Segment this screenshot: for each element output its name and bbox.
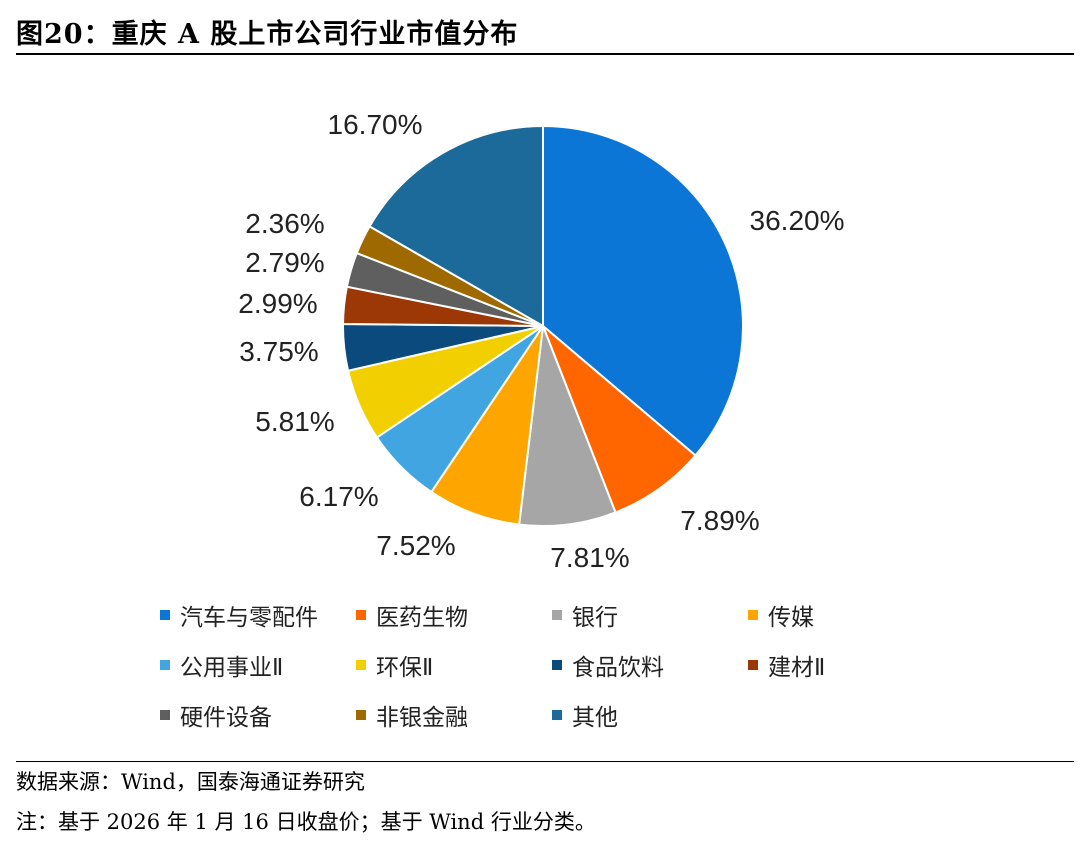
legend-swatch [748,610,758,620]
legend-swatch [748,660,758,670]
figure-title: 图20：重庆 A 股上市公司行业市值分布 [16,19,519,50]
legend-swatch [552,610,562,620]
legend-swatch [356,710,366,720]
pie-slice [368,124,544,328]
legend-item: 其他 [552,700,748,731]
slice-data-label: 7.89% [680,505,759,536]
legend-swatch [160,660,170,670]
pie-chart: 36.20% 7.89% 7.81% 7.52% 6.17% 5.81% 3.75% 2.99… [238,109,844,573]
legend-label: 医药生物 [376,605,468,631]
legend-item: 食品饮料 [552,650,748,681]
slice-data-label: 5.81% [255,406,334,437]
slice-data-label: 16.70% [328,109,423,140]
legend-swatch [356,610,366,620]
slice-data-label: 7.52% [376,530,455,561]
slice-data-label: 2.36% [245,208,324,239]
slice-data-label: 6.17% [299,481,378,512]
legend-swatch [160,610,170,620]
legend-swatch [356,660,366,670]
legend-swatch [160,710,170,720]
legend-label: 其他 [572,705,618,731]
source-note: 数据来源：Wind，国泰海通证券研究 [16,770,365,794]
legend-item: 建材Ⅱ [748,650,944,681]
slice-data-label: 3.75% [239,336,318,367]
legend-label: 传媒 [768,605,814,631]
legend-label: 食品饮料 [572,655,664,681]
legend-item: 传媒 [748,600,944,631]
legend-label: 非银金融 [376,705,468,731]
slice-data-label: 7.81% [550,542,629,573]
legend-label: 环保Ⅱ [376,655,434,681]
legend-label: 公用事业Ⅱ [180,655,284,681]
legend: 汽车与零配件 医药生物 银行 传媒公用事业Ⅱ 环保Ⅱ 食品饮料 建材Ⅱ 硬件设备 非银金融 其他 [160,600,944,731]
footer-rule [16,761,1074,762]
legend-item: 非银金融 [356,700,552,731]
legend-label: 硬件设备 [180,705,272,731]
title-rule [16,53,1074,55]
pie-slice [542,325,697,514]
footnote: 注：基于 2026 年 1 月 16 日收盘价；基于 Wind 行业分类。 [16,810,596,834]
legend-label: 汽车与零配件 [180,605,318,631]
slice-data-label: 2.79% [245,247,324,278]
legend-item: 汽车与零配件 [160,600,356,631]
pie-slice [518,325,617,527]
pie-labels: 36.20% 7.89% 7.81% 7.52% 6.17% 5.81% 3.75% 2.99… [238,109,844,573]
legend-item: 银行 [552,600,748,631]
legend-label: 建材Ⅱ [768,655,826,681]
legend-label: 银行 [572,605,618,631]
legend-item: 环保Ⅱ [356,650,552,681]
legend-swatch [552,660,562,670]
legend-swatch [552,710,562,720]
slice-data-label: 36.20% [750,205,845,236]
slice-data-label: 2.99% [238,288,317,319]
legend-item: 医药生物 [356,600,552,631]
pie-slices [342,124,745,527]
legend-item: 硬件设备 [160,700,356,731]
pie-slice [542,124,745,457]
legend-item: 公用事业Ⅱ [160,650,356,681]
pie-slice [429,325,544,526]
